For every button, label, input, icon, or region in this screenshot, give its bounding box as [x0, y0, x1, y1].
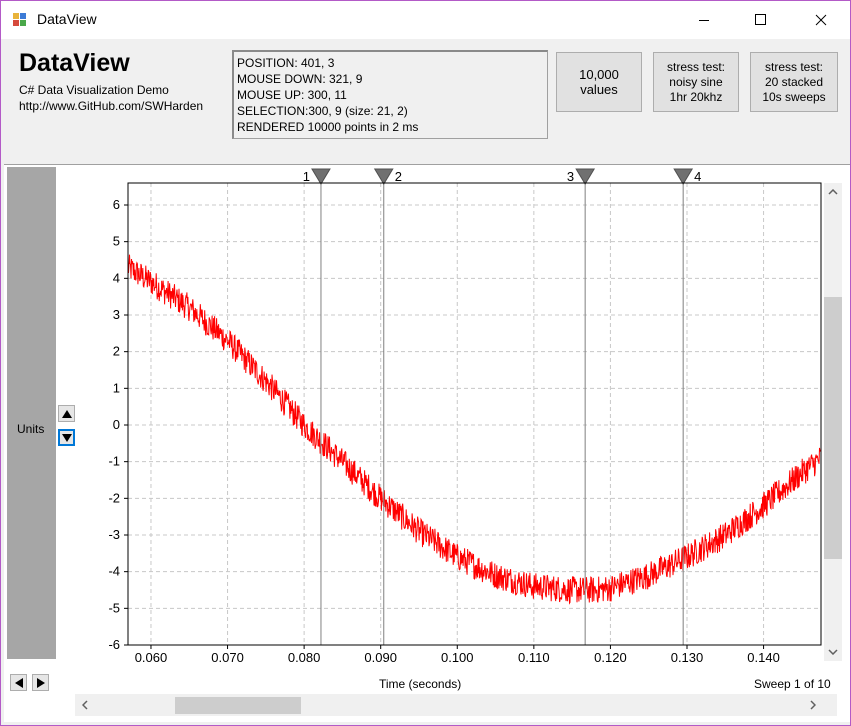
- app-subtitle: C# Data Visualization Demo http://www.Gi…: [19, 82, 203, 114]
- plot-frame: [127, 182, 822, 646]
- title-bar: DataView: [1, 1, 850, 39]
- units-axis-bar[interactable]: Units: [7, 167, 56, 659]
- horizontal-scrollbar[interactable]: [75, 694, 837, 716]
- app-name: DataView: [19, 49, 130, 77]
- mouse-down-readout: MOUSE DOWN: 321, 9: [237, 72, 363, 86]
- tick-layer: 0.060 0.070 0.080 0.090 0.100 0.110 0.120 0.130…: [108, 197, 779, 665]
- y-tick-label: -6: [108, 637, 120, 652]
- status-info-box: POSITION: 401, 3 MOUSE DOWN: 321, 9 MOUS…: [232, 50, 548, 139]
- scale-down-button[interactable]: [58, 429, 75, 446]
- x-tick-label: 0.060: [135, 650, 168, 665]
- scroll-left-arrow[interactable]: [75, 696, 95, 714]
- scroll-right-arrow[interactable]: [803, 696, 823, 714]
- subtitle-text: C# Data Visualization Demo: [19, 83, 169, 97]
- app-icon: [13, 13, 26, 26]
- stress-test-noisy-sine-button[interactable]: stress test: noisy sine 1hr 20khz: [653, 52, 739, 112]
- stress-test-stacked-sweeps-button[interactable]: stress test: 20 stacked 10s sweeps: [750, 52, 838, 112]
- x-tick-label: 0.090: [364, 650, 397, 665]
- data-trace-line: [127, 254, 822, 605]
- cursor-marker-icon: [575, 168, 596, 185]
- load-10000-values-button[interactable]: 10,000 values: [556, 52, 642, 112]
- chevron-up-icon: [828, 189, 838, 195]
- maximize-button[interactable]: [738, 1, 784, 39]
- cursor-marker-icon: [373, 168, 394, 185]
- button-line: 20 stacked: [764, 74, 824, 89]
- button-line: 10,000: [579, 67, 619, 82]
- y-axis-units-label: Units: [17, 422, 45, 436]
- cursor-label: 3: [567, 169, 574, 184]
- triangle-left-icon: [14, 677, 23, 688]
- chart-svg[interactable]: 1 2 3 4 0.060 0.070 0.080 0.090 0.100 0.110 0.120…: [4, 165, 850, 722]
- x-tick-label: 0.100: [441, 650, 474, 665]
- close-button[interactable]: [798, 1, 844, 39]
- mouse-up-readout: MOUSE UP: 300, 11: [237, 88, 347, 102]
- y-tick-label: -2: [108, 490, 120, 505]
- cursor-marker-icon: [673, 168, 694, 185]
- y-tick-label: -4: [108, 564, 120, 579]
- y-tick-label: 1: [113, 380, 120, 395]
- horizontal-scroll-thumb[interactable]: [175, 697, 301, 714]
- scroll-up-arrow[interactable]: [824, 183, 842, 201]
- x-tick-label: 0.070: [211, 650, 244, 665]
- button-line: stress test:: [764, 59, 823, 74]
- minimize-icon: [699, 20, 709, 21]
- y-tick-label: 3: [113, 307, 120, 322]
- minimize-button[interactable]: [681, 1, 727, 39]
- y-tick-label: 6: [113, 197, 120, 212]
- y-tick-label: 5: [113, 234, 120, 249]
- button-line: noisy sine: [669, 74, 723, 89]
- trace-layer: [127, 254, 822, 605]
- vertical-scrollbar[interactable]: [824, 183, 842, 661]
- button-line: 1hr 20khz: [669, 89, 723, 104]
- header-panel: DataView C# Data Visualization Demo http…: [1, 39, 850, 163]
- project-url: http://www.GitHub.com/SWHarden: [19, 99, 204, 113]
- grid-layer: [128, 183, 821, 646]
- x-tick-label: 0.130: [671, 650, 704, 665]
- triangle-right-icon: [36, 677, 45, 688]
- button-line: stress test:: [666, 59, 725, 74]
- x-tick-label: 0.080: [288, 650, 321, 665]
- previous-sweep-button[interactable]: [10, 674, 27, 691]
- triangle-down-icon: [61, 433, 72, 442]
- close-icon: [815, 14, 827, 26]
- cursor-label: 2: [395, 169, 402, 184]
- chevron-right-icon: [810, 700, 816, 710]
- triangle-up-icon: [61, 409, 72, 418]
- x-tick-label: 0.110: [518, 650, 550, 665]
- scale-up-button[interactable]: [58, 405, 75, 422]
- y-tick-label: -1: [108, 454, 120, 469]
- plot-panel: Units 1 2 3 4 0.060 0.070 0.080 0.090 0.100 0.11…: [4, 164, 850, 722]
- sweep-indicator: Sweep 1 of 10: [754, 677, 831, 691]
- y-tick-label: 4: [113, 270, 120, 285]
- cursor-label: 1: [303, 169, 310, 184]
- button-line: 10s sweeps: [762, 89, 826, 104]
- next-sweep-button[interactable]: [32, 674, 49, 691]
- chevron-left-icon: [82, 700, 88, 710]
- render-time-readout: RENDERED 10000 points in 2 ms: [237, 120, 419, 134]
- y-tick-label: 2: [113, 344, 120, 359]
- x-tick-label: 0.120: [594, 650, 627, 665]
- cursor-label: 4: [694, 169, 701, 184]
- cursor-layer: 1 2 3 4: [303, 168, 701, 645]
- cursor-marker-icon: [311, 168, 331, 185]
- button-line: values: [580, 82, 618, 97]
- y-tick-label: -5: [108, 600, 120, 615]
- x-tick-label: 0.140: [747, 650, 780, 665]
- vertical-scroll-thumb[interactable]: [824, 297, 842, 559]
- maximize-icon: [755, 14, 766, 25]
- selection-readout: SELECTION:300, 9 (size: 21, 2): [237, 104, 408, 118]
- y-tick-label: -3: [108, 527, 120, 542]
- scroll-down-arrow[interactable]: [824, 643, 842, 661]
- x-axis-label: Time (seconds): [379, 677, 462, 691]
- window-title: DataView: [37, 11, 97, 27]
- y-tick-label: 0: [113, 417, 120, 432]
- chevron-down-icon: [828, 649, 838, 655]
- position-readout: POSITION: 401, 3: [237, 56, 335, 70]
